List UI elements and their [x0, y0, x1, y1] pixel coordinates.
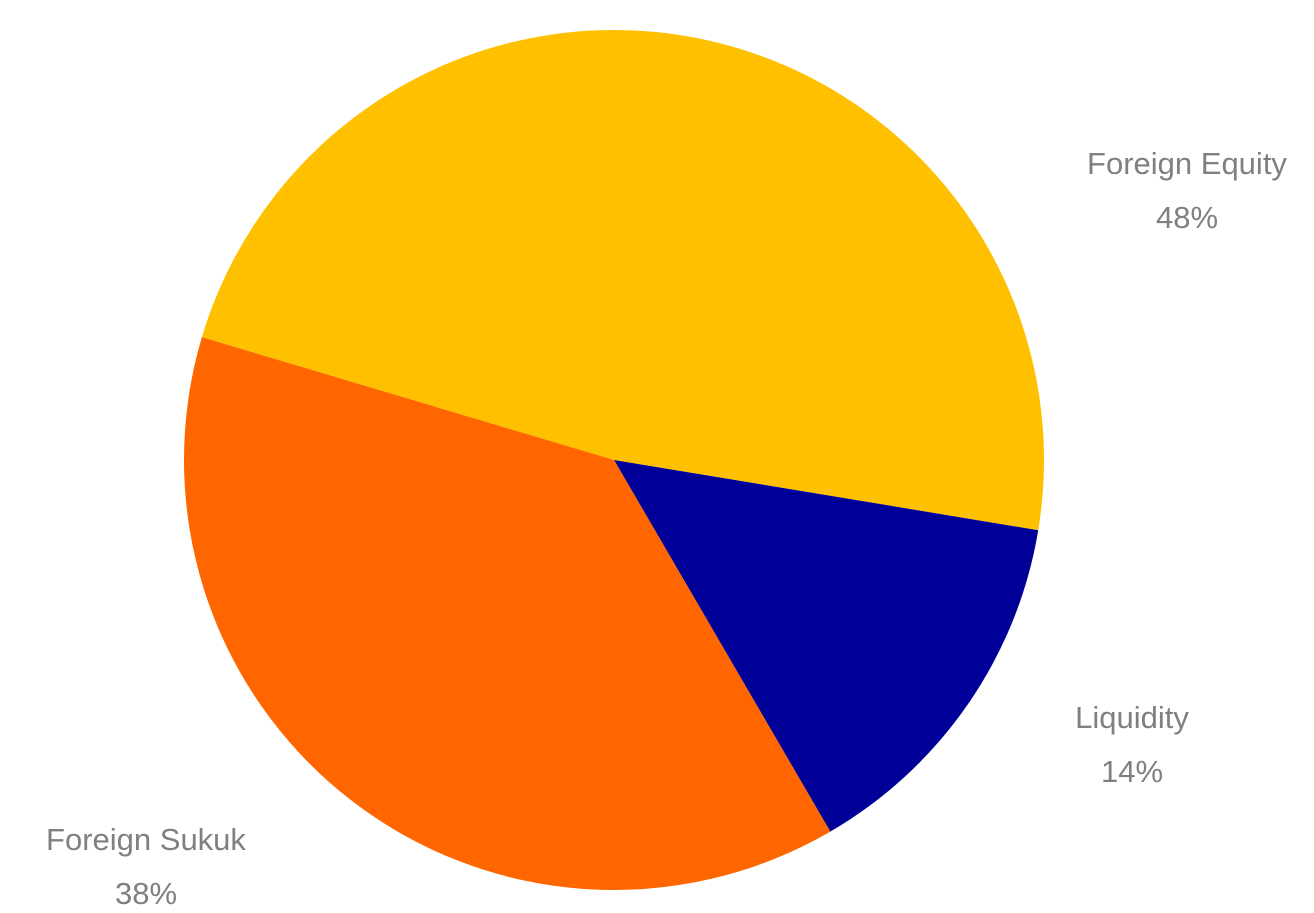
- pie-slices: [183, 29, 1045, 891]
- slice-value-foreign-sukuk: 38%: [115, 876, 177, 911]
- slice-value-liquidity: 14%: [1101, 754, 1163, 789]
- slice-label-foreign-equity: Foreign Equity: [1087, 146, 1287, 181]
- pie-slice-liquidity: [614, 460, 1039, 832]
- slice-label-foreign-sukuk: Foreign Sukuk: [46, 822, 246, 857]
- pie-slice-foreign-sukuk: [183, 337, 831, 891]
- slice-value-foreign-equity: 48%: [1156, 200, 1218, 235]
- slice-label-liquidity: Liquidity: [1075, 700, 1189, 735]
- pie-slice-foreign-equity: [201, 29, 1045, 531]
